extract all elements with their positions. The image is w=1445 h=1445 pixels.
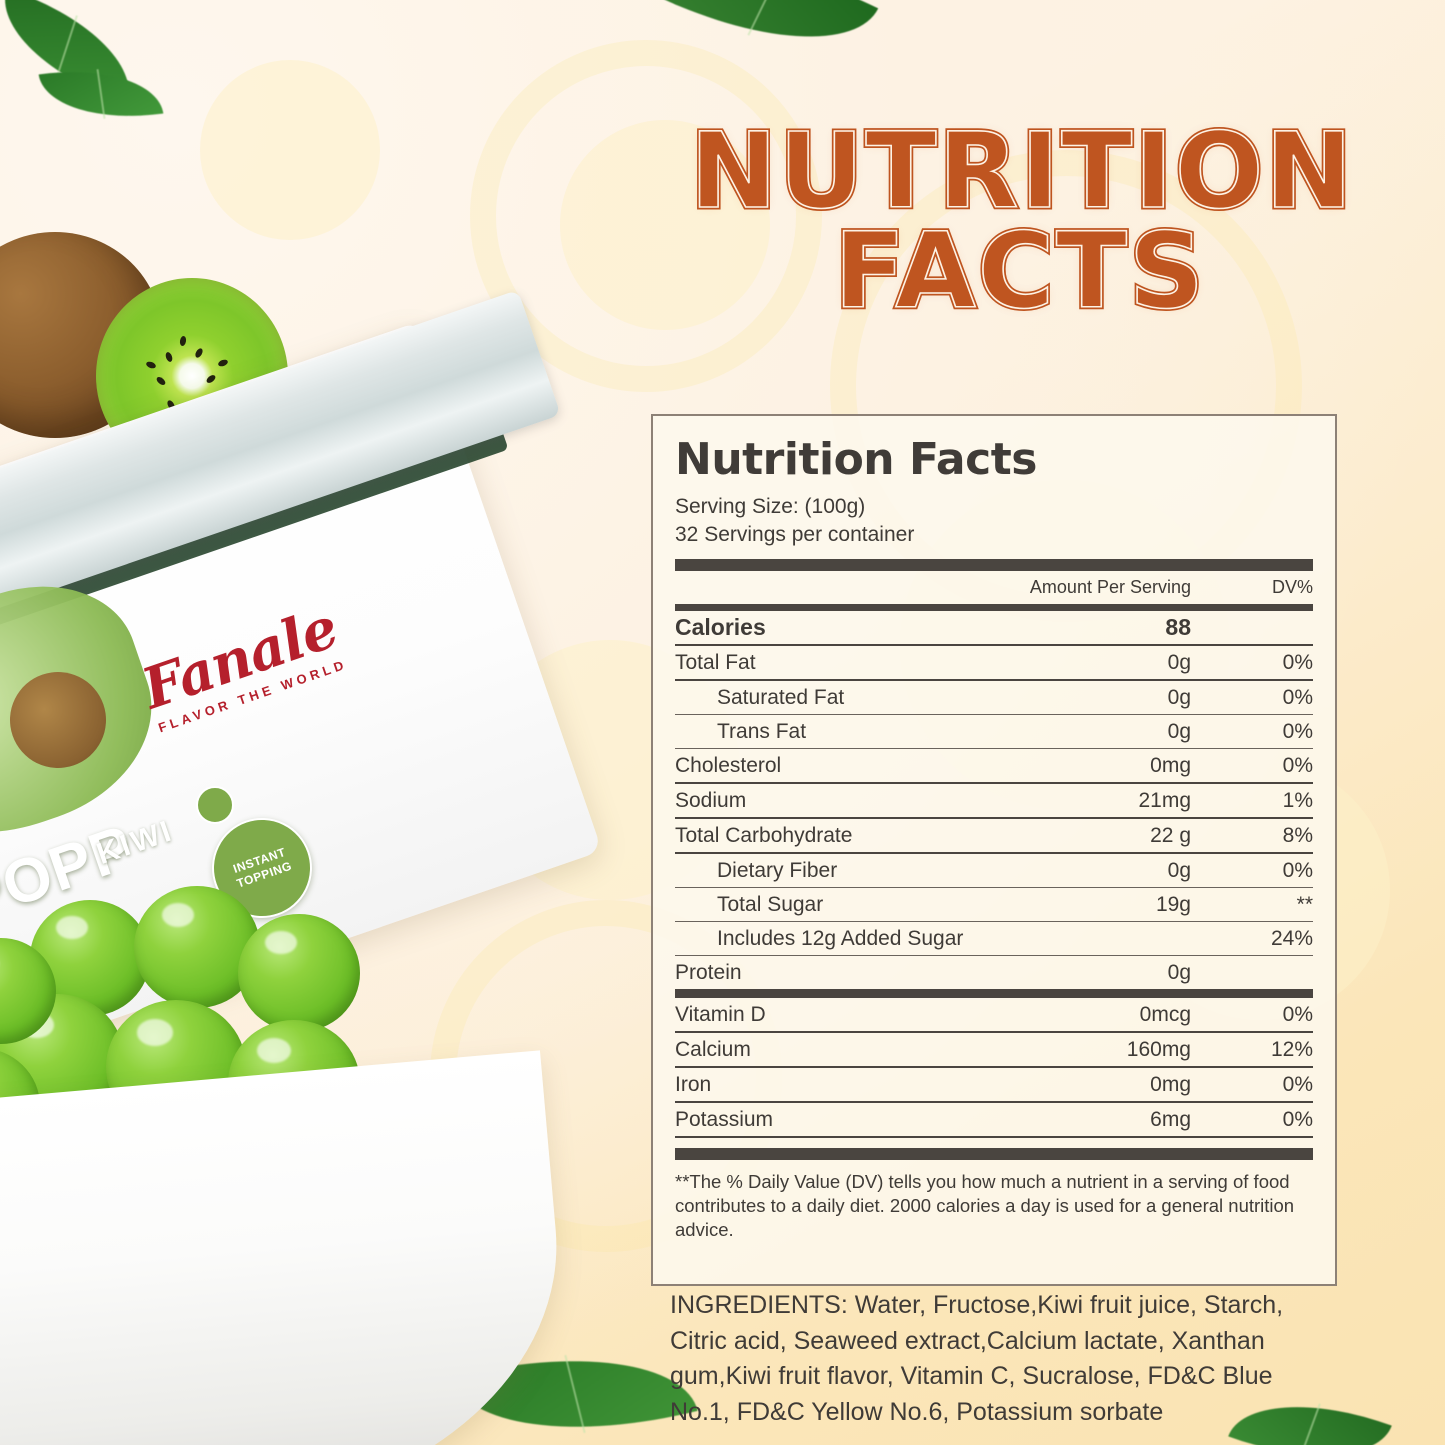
table-row: Cholesterol 0mg 0% xyxy=(675,749,1313,784)
bubble-soft-1 xyxy=(560,120,770,330)
calories-label: Calories xyxy=(675,613,766,640)
nutrient-label: Saturated Fat xyxy=(717,685,845,709)
nutrient-amount: 0g xyxy=(1167,650,1191,674)
nutrient-dv: 0% xyxy=(1282,719,1313,743)
daily-value-footnote: **The % Daily Value (DV) tells you how m… xyxy=(675,1170,1295,1240)
divider-medium-2 xyxy=(675,990,1313,998)
table-row: Protein 0g xyxy=(675,956,1313,991)
micronutrient-amount: 0mcg xyxy=(1139,1002,1191,1026)
nutrient-amount: 21mg xyxy=(1138,788,1191,812)
page-title: NUTRITION FACTS xyxy=(688,110,1355,332)
micronutrient-rows: Vitamin D 0mcg 0% Calcium 160mg 12% Iron 0mg 0% P… xyxy=(675,998,1313,1138)
micronutrient-amount: 0mg xyxy=(1150,1072,1191,1096)
nutrient-label: Total Fat xyxy=(675,650,756,674)
table-row: Iron 0mg 0% xyxy=(675,1068,1313,1103)
table-row: Total Fat 0g 0% xyxy=(675,646,1313,681)
nutrition-facts-title: Nutrition Facts xyxy=(675,434,1037,485)
table-row: Vitamin D 0mcg 0% xyxy=(675,998,1313,1033)
ingredients-text: INGREDIENTS: Water, Fructose,Kiwi fruit … xyxy=(670,1291,1284,1426)
nutrient-dv: 24% xyxy=(1270,926,1313,950)
divider-thick-bottom xyxy=(675,1147,1313,1160)
micronutrient-dv: 0% xyxy=(1282,1002,1313,1026)
nutrient-amount: 0g xyxy=(1167,685,1191,709)
divider-thick-top xyxy=(675,558,1313,571)
nutrient-label: Sodium xyxy=(675,788,747,812)
serving-size: Serving Size: (100g) xyxy=(675,495,866,518)
nutrient-dv: 0% xyxy=(1282,753,1313,777)
table-row: Total Sugar 19g ** xyxy=(675,888,1313,922)
table-column-headers: Amount Per Serving DV% xyxy=(675,571,1313,604)
table-row: Includes 12g Added Sugar 24% xyxy=(675,922,1313,956)
nutrient-label: Cholesterol xyxy=(675,753,782,777)
nutrient-dv: 0% xyxy=(1282,858,1313,882)
micronutrient-dv: 12% xyxy=(1270,1037,1313,1061)
nutrient-amount: 0g xyxy=(1167,719,1191,743)
nutrient-rows: Total Fat 0g 0% Saturated Fat 0g 0% Trans Fat 0… xyxy=(675,646,1313,991)
nutrient-label: Total Carbohydrate xyxy=(675,823,853,847)
nutrient-dv: 1% xyxy=(1282,788,1313,812)
page-title-line-2: FACTS xyxy=(832,209,1207,332)
nutrient-amount: 19g xyxy=(1155,892,1191,916)
serving-bowl xyxy=(0,1050,578,1445)
table-row: Sodium 21mg 1% xyxy=(675,784,1313,819)
nutrient-amount: 0g xyxy=(1167,858,1191,882)
micronutrient-amount: 6mg xyxy=(1150,1107,1191,1131)
page-title-line-1: NUTRITION xyxy=(688,110,1355,232)
nutrient-label: Dietary Fiber xyxy=(717,858,838,882)
header-spacer xyxy=(675,577,985,598)
nutrient-dv: ** xyxy=(1296,892,1313,916)
table-row: Calcium 160mg 12% xyxy=(675,1033,1313,1068)
table-row-calories: Calories 88 xyxy=(675,611,1313,646)
nutrient-amount: 22 g xyxy=(1150,823,1191,847)
header-amount-per-serving: Amount Per Serving xyxy=(1029,576,1191,597)
nutrient-dv: 8% xyxy=(1282,823,1313,847)
nutrient-label: Includes 12g Added Sugar xyxy=(717,926,964,950)
micronutrient-amount: 160mg xyxy=(1126,1037,1191,1061)
micronutrient-label: Potassium xyxy=(675,1107,774,1131)
nutrient-label: Total Sugar xyxy=(717,892,824,916)
header-dv-percent: DV% xyxy=(1271,576,1313,597)
nutrition-facts-panel: Nutrition Facts Serving Size: (100g) 32 … xyxy=(651,414,1337,1286)
micronutrient-label: Calcium xyxy=(675,1037,751,1061)
table-row: Trans Fat 0g 0% xyxy=(675,715,1313,749)
nutrient-dv: 0% xyxy=(1282,685,1313,709)
divider-medium xyxy=(675,603,1313,611)
label-dot xyxy=(196,786,234,824)
calories-amount: 88 xyxy=(1165,613,1191,640)
micronutrient-label: Vitamin D xyxy=(675,1002,766,1026)
table-row: Total Carbohydrate 22 g 8% xyxy=(675,819,1313,854)
nutrient-label: Protein xyxy=(675,960,742,984)
table-row: Dietary Fiber 0g 0% xyxy=(675,854,1313,888)
nutrient-label: Trans Fat xyxy=(717,719,807,743)
nutrient-amount: 0mg xyxy=(1150,753,1191,777)
table-row: Potassium 6mg 0% xyxy=(675,1103,1313,1138)
table-row: Saturated Fat 0g 0% xyxy=(675,681,1313,715)
micronutrient-dv: 0% xyxy=(1282,1107,1313,1131)
servings-per-container: 32 Servings per container xyxy=(675,522,915,546)
micronutrient-dv: 0% xyxy=(1282,1072,1313,1096)
micronutrient-label: Iron xyxy=(675,1072,712,1096)
nutrient-dv: 0% xyxy=(1282,650,1313,674)
bubble-soft-5 xyxy=(200,60,380,240)
nutrient-amount: 0g xyxy=(1167,960,1191,984)
